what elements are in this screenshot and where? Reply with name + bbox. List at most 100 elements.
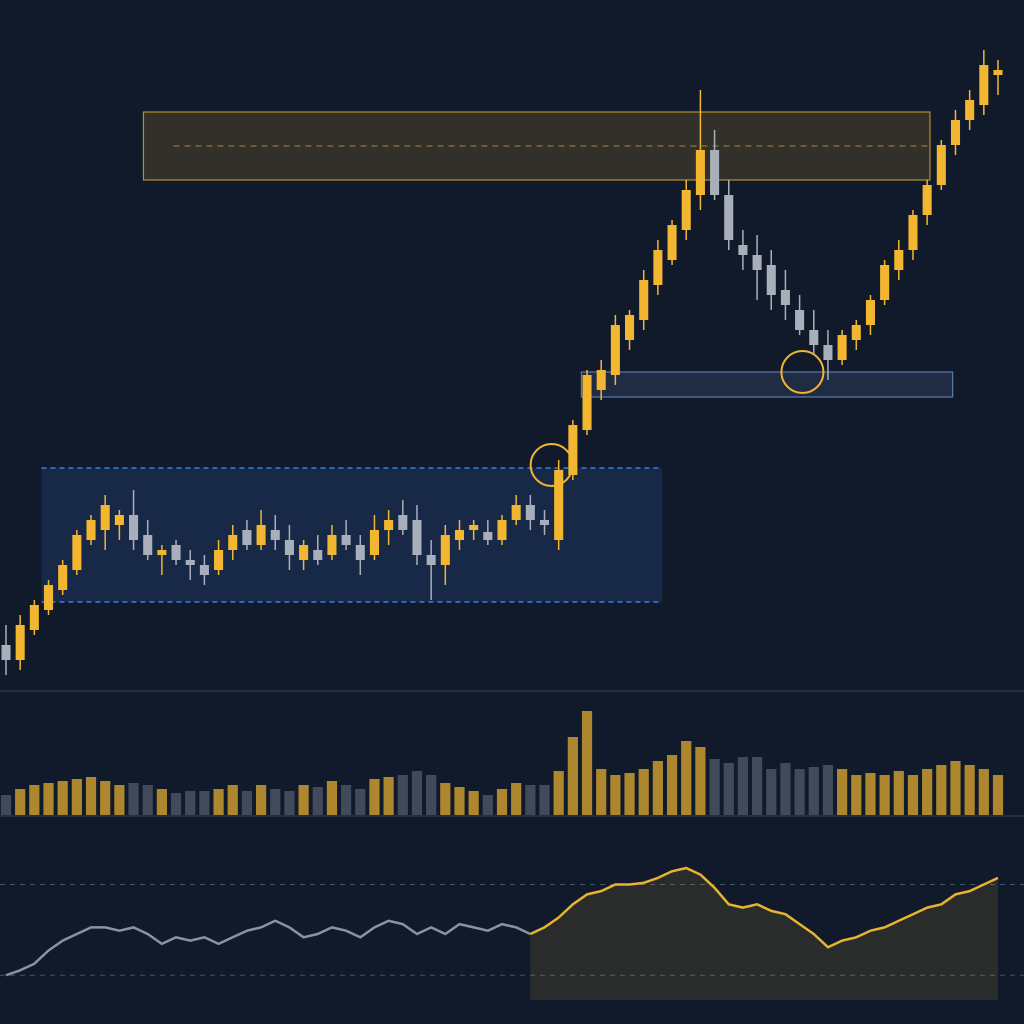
candle-body	[752, 255, 762, 270]
candle-body	[596, 370, 606, 390]
oscillator-line	[529, 866, 999, 949]
volume-bar	[596, 769, 607, 815]
candle-body	[795, 310, 805, 330]
candle-body	[469, 525, 479, 530]
volume-bar	[964, 765, 975, 815]
volume-bar	[737, 757, 749, 815]
volume-bar	[100, 781, 111, 815]
volume-bar	[681, 741, 692, 815]
candle-body	[29, 605, 39, 630]
candle-body	[114, 515, 124, 525]
candle-body	[625, 315, 635, 340]
volume-bar	[0, 795, 12, 815]
candle-body	[950, 120, 961, 145]
candle-body	[341, 535, 351, 545]
volume-bar	[355, 789, 366, 815]
candle-body	[837, 335, 847, 360]
candle-body	[143, 535, 153, 555]
candle-body	[185, 560, 195, 565]
volume-bar	[15, 789, 26, 815]
candle-body	[993, 70, 1003, 75]
candle-body	[412, 520, 422, 555]
volume-bar	[638, 769, 649, 815]
volume-bar	[822, 765, 834, 815]
volume-bar	[454, 787, 465, 815]
candle-body	[766, 265, 776, 295]
candle-body	[58, 565, 68, 590]
zone	[580, 371, 954, 398]
candle-body	[823, 345, 833, 360]
volume-bar	[652, 761, 663, 815]
volume-bar	[525, 785, 536, 815]
volume-bar	[29, 785, 40, 815]
volume-bar	[723, 763, 734, 815]
candle-body	[369, 530, 379, 555]
volume-bar	[865, 773, 876, 815]
volume-bar	[468, 791, 479, 815]
candle-body	[653, 250, 663, 285]
volume-bar	[57, 781, 68, 815]
volume-bar	[567, 737, 578, 815]
candle-body	[780, 290, 790, 305]
candle-body	[426, 555, 436, 565]
candle-body	[171, 545, 181, 560]
oscillator-line	[5, 919, 531, 977]
volume-bar	[950, 761, 961, 815]
candle-body	[327, 535, 337, 555]
volume-bar	[496, 789, 508, 815]
volume-bar	[851, 775, 862, 815]
candle-body	[979, 65, 989, 105]
volume-bar	[369, 779, 380, 815]
oscillator-fill	[530, 868, 998, 1000]
candle-body	[214, 550, 224, 570]
volume-bar	[766, 769, 777, 815]
candle-body	[15, 625, 25, 660]
highlight-ring	[780, 350, 825, 394]
volume-bar	[185, 791, 196, 815]
volume-bar	[284, 791, 295, 815]
candle-body	[894, 250, 904, 270]
volume-bar	[837, 769, 848, 815]
candle-body	[539, 520, 550, 525]
candle-body	[284, 540, 294, 555]
volume-bar	[241, 791, 253, 815]
candle-body	[398, 515, 408, 530]
candle-body	[667, 225, 677, 260]
volume-bar	[426, 775, 437, 815]
candle-body	[242, 530, 252, 545]
candle-body	[43, 585, 54, 610]
volume-bar	[879, 775, 890, 815]
candle-body	[922, 185, 932, 215]
candle-body	[100, 505, 110, 530]
candle-body	[129, 515, 139, 540]
candle-body	[965, 100, 975, 120]
candle-body	[809, 330, 819, 345]
volume-bar	[482, 795, 493, 815]
volume-bar	[397, 775, 408, 815]
volume-bar	[610, 775, 621, 815]
candle-body	[724, 195, 734, 240]
candle-body	[738, 245, 748, 255]
candle-body	[582, 375, 592, 430]
volume-bar	[992, 775, 1004, 815]
volume-bar	[270, 789, 281, 815]
candle-body	[851, 325, 861, 340]
candle-body	[497, 520, 507, 540]
candle-body	[936, 145, 946, 185]
volume-bar	[893, 771, 904, 815]
candle-body	[157, 550, 167, 555]
volume-bar	[128, 783, 139, 815]
volume-bar	[511, 783, 522, 815]
candle-body	[199, 565, 209, 575]
volume-bar	[43, 783, 54, 815]
volume-bar	[751, 757, 763, 815]
volume-bar	[624, 773, 635, 815]
candle-body	[568, 425, 578, 475]
candle-body	[72, 535, 82, 570]
candle-body	[695, 150, 705, 195]
candle-body	[454, 530, 465, 540]
candle-body	[681, 190, 691, 230]
candle-body	[313, 550, 323, 560]
candle-body	[256, 525, 266, 545]
volume-bar	[298, 785, 309, 815]
